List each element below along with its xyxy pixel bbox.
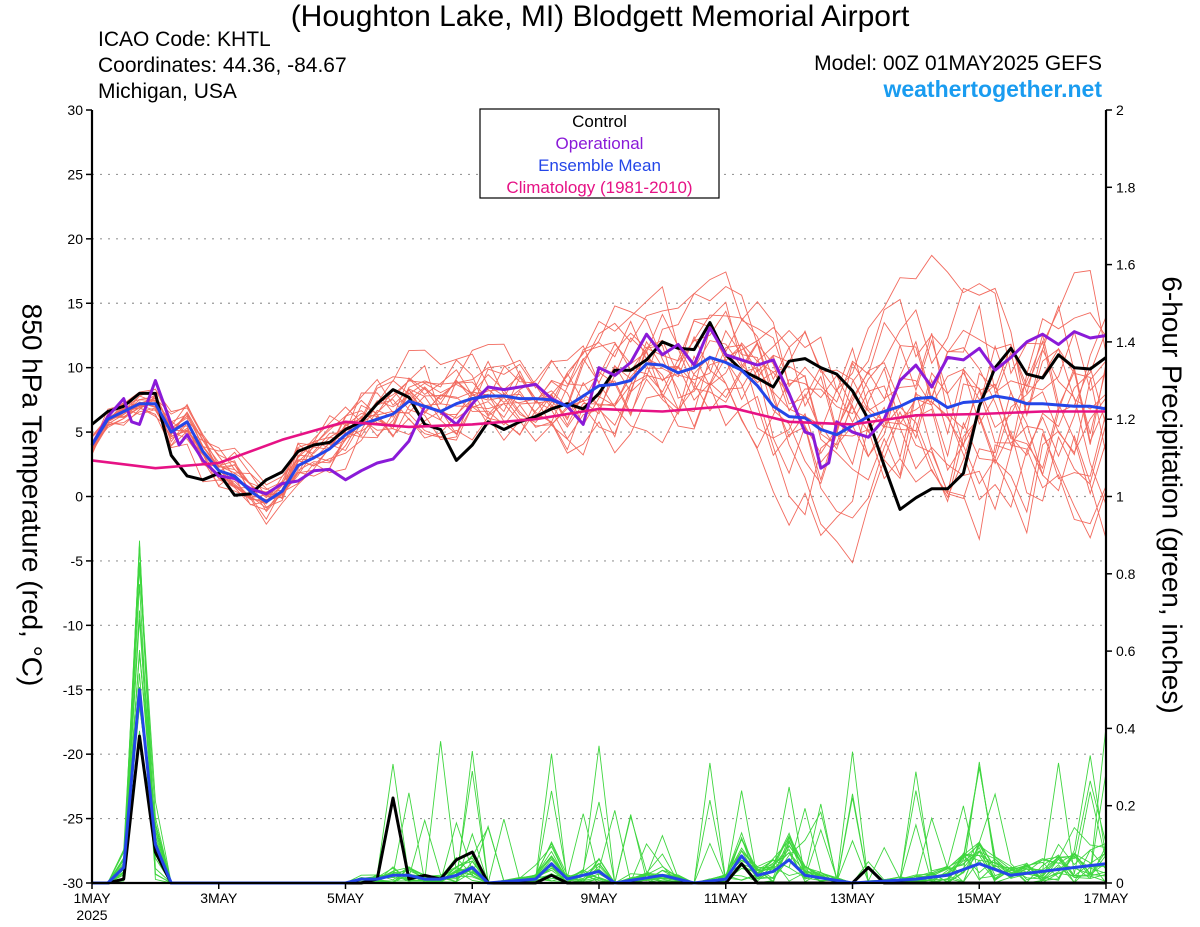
y-tick-label-right: 1.2 xyxy=(1116,411,1136,427)
ensemble-member-precip-line xyxy=(92,705,1107,884)
y-tick-label-left: 25 xyxy=(67,166,83,182)
x-tick-label: 5MAY xyxy=(327,890,365,906)
y-tick-label-right: 0 xyxy=(1116,875,1124,891)
y-tick-label-left: 20 xyxy=(67,231,83,247)
ensemble-member-precip-line xyxy=(92,584,1107,884)
ensemble-member-precip-line xyxy=(92,686,1107,884)
ensemble-member-precip-line xyxy=(92,654,1107,884)
ensemble-member-precip-line xyxy=(92,651,1107,884)
coordinates-label: Coordinates: 44.36, -84.67 xyxy=(98,54,347,77)
x-tick-year-label: 2025 xyxy=(76,907,107,923)
ensemble-member-temperature-line xyxy=(91,313,1107,535)
ensemble-member-precip-line xyxy=(92,673,1107,884)
tick-labels: 302520151050-5-10-15-20-25-3021.81.61.41… xyxy=(63,102,1136,923)
ensemble-member-temperature-line xyxy=(91,271,1107,503)
axes xyxy=(86,109,1112,889)
y-tick-label-right: 2 xyxy=(1116,102,1124,118)
ensemble-member-precip-line xyxy=(92,562,1107,884)
y-tick-label-left: -25 xyxy=(63,811,83,827)
y-tick-label-left: 0 xyxy=(75,489,83,505)
legend-entry: Ensemble Mean xyxy=(538,156,661,175)
precip-series-control xyxy=(92,734,1106,885)
x-tick-label: 15MAY xyxy=(957,890,1003,906)
x-tick-label: 1MAY xyxy=(73,890,111,906)
y-tick-label-left: 15 xyxy=(67,295,83,311)
y-tick-label-right: 0.4 xyxy=(1116,720,1136,736)
ensemble-member-precip-line xyxy=(92,540,1107,884)
x-tick-label: 13MAY xyxy=(830,890,876,906)
ensemble-member-temperature-line xyxy=(91,298,1107,525)
ensemble-member-temperature-line xyxy=(91,285,1107,511)
legend-box xyxy=(479,108,720,199)
temperature-series-climatology xyxy=(91,404,1106,470)
ensemble-member-precip-line xyxy=(92,567,1107,884)
y-tick-label-left: 5 xyxy=(75,424,83,440)
y-tick-label-left: -5 xyxy=(71,553,84,569)
y-tick-label-right: 0.6 xyxy=(1116,643,1136,659)
ensemble-member-precip-line xyxy=(92,705,1107,884)
legend-entry: Control xyxy=(572,112,627,131)
ensemble-member-precip-line xyxy=(92,562,1107,884)
ensemble-member-precip-line xyxy=(92,649,1107,884)
y-tick-label-left: -15 xyxy=(63,682,83,698)
ensemble-member-temperature-line xyxy=(91,320,1107,513)
ensemble-member-precip-line xyxy=(92,741,1107,884)
model-run-label: Model: 00Z 01MAY2025 GEFS xyxy=(814,52,1102,75)
ensemble-member-precip-line xyxy=(92,700,1107,884)
chart-title: (Houghton Lake, MI) Blodgett Memorial Ai… xyxy=(290,0,910,33)
y-tick-label-left: 10 xyxy=(67,360,83,376)
y-tick-label-right: 1.4 xyxy=(1116,334,1136,350)
x-tick-label: 9MAY xyxy=(580,890,618,906)
ensemble-member-lines xyxy=(91,254,1107,884)
legend-entry: Climatology (1981-2010) xyxy=(506,178,692,197)
temperature-series-mean xyxy=(90,355,1107,504)
legend: Control Operational Ensemble Mean Climatolo… xyxy=(479,108,720,199)
ensemble-member-temperature-line xyxy=(91,254,1107,498)
y-axis-right-title: 6-hour Precipitation (green, inches) xyxy=(1157,276,1188,713)
legend-entry: Operational xyxy=(556,134,644,153)
y-tick-label-right: 0.2 xyxy=(1116,798,1136,814)
gridlines xyxy=(92,173,1106,820)
y-tick-label-right: 1.8 xyxy=(1116,179,1136,195)
site-link[interactable]: weathertogether.net xyxy=(883,76,1102,102)
y-tick-label-right: 1 xyxy=(1116,489,1124,505)
x-tick-label: 17MAY xyxy=(1084,890,1130,906)
icao-code-label: ICAO Code: KHTL xyxy=(98,28,271,51)
ensemble-member-temperature-line xyxy=(91,320,1107,499)
x-tick-label: 3MAY xyxy=(200,890,238,906)
y-tick-label-left: -20 xyxy=(63,746,83,762)
series-lines xyxy=(90,321,1107,885)
ensemble-member-precip-line xyxy=(92,693,1107,884)
region-label: Michigan, USA xyxy=(98,80,237,103)
y-axis-left-title-box: 850 hPa Temperature (red, °C) xyxy=(17,304,48,687)
y-tick-label-right: 1.6 xyxy=(1116,257,1136,273)
y-tick-label-left: 30 xyxy=(67,102,83,118)
y-tick-label-left: -30 xyxy=(63,875,83,891)
precip-series-mean xyxy=(92,688,1107,885)
y-axis-left-title: 850 hPa Temperature (red, °C) xyxy=(17,304,48,687)
x-tick-label: 7MAY xyxy=(454,890,492,906)
ensemble-member-precip-line xyxy=(92,544,1107,884)
ensemble-member-precip-line xyxy=(92,544,1107,884)
ensemble-member-temperature-line xyxy=(91,347,1107,564)
x-tick-label: 11MAY xyxy=(704,890,748,906)
y-tick-label-right: 0.8 xyxy=(1116,566,1136,582)
y-tick-label-left: -10 xyxy=(63,617,83,633)
y-axis-right-title-box: 6-hour Precipitation (green, inches) xyxy=(1157,276,1188,713)
